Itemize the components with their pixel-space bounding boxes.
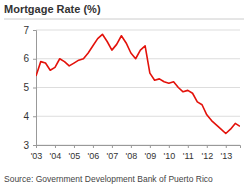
x-tick: '04 bbox=[50, 145, 62, 161]
grid bbox=[36, 30, 240, 145]
grid-line bbox=[36, 58, 240, 59]
x-tick: '06 bbox=[88, 145, 100, 161]
y-tick-mark bbox=[33, 145, 36, 146]
y-tick-label: 5 bbox=[23, 82, 29, 93]
x-tick-mark bbox=[226, 145, 227, 148]
y-tick: 3 bbox=[23, 140, 36, 151]
y-tick-label: 3 bbox=[23, 140, 29, 151]
x-tick-mark bbox=[131, 145, 132, 148]
y-tick-mark bbox=[33, 59, 36, 60]
plot-area bbox=[36, 34, 240, 133]
y-tick-mark bbox=[33, 116, 36, 117]
x-tick-label: '10 bbox=[163, 151, 175, 161]
x-tick-label: '12 bbox=[201, 151, 213, 161]
x-tick-label: '09 bbox=[144, 151, 156, 161]
x-tick: '07 bbox=[107, 145, 119, 161]
x-tick-mark bbox=[55, 145, 56, 148]
source: Source: Government Development Bank of P… bbox=[4, 174, 213, 184]
x-axis-line bbox=[37, 146, 241, 149]
x-tick: '12 bbox=[201, 145, 213, 161]
x-tick: '09 bbox=[144, 145, 156, 161]
grid-line bbox=[36, 30, 240, 31]
y-tick-mark bbox=[33, 88, 36, 89]
x-tick: '10 bbox=[163, 145, 175, 161]
title: Mortgage Rate (%) bbox=[4, 3, 101, 15]
x-tick-label: '06 bbox=[88, 151, 100, 161]
y-axis-line bbox=[33, 31, 37, 146]
y-tick: 7 bbox=[23, 25, 36, 36]
x-tick-label: '03 bbox=[31, 151, 43, 161]
x-tick-label: '13 bbox=[220, 151, 232, 161]
x-tick-mark bbox=[74, 145, 75, 148]
x-tick-mark bbox=[112, 145, 113, 148]
x-axis: '03 '04 '05 '06 '07 '08 '09 '10 '11 '12 '13 bbox=[31, 145, 241, 161]
grid-line bbox=[36, 116, 240, 117]
y-tick-label: 6 bbox=[23, 53, 29, 64]
y-tick: 4 bbox=[23, 111, 36, 122]
x-tick-label: '08 bbox=[126, 151, 138, 161]
x-tick-label: '07 bbox=[107, 151, 119, 161]
x-tick: '08 bbox=[126, 145, 138, 161]
data-line bbox=[36, 34, 240, 133]
x-tick-label: '04 bbox=[50, 151, 62, 161]
x-tick-label: '05 bbox=[69, 151, 81, 161]
x-tick-mark bbox=[150, 145, 151, 148]
title-rule bbox=[4, 19, 244, 20]
x-tick: '13 bbox=[220, 145, 232, 161]
y-tick: 6 bbox=[23, 53, 36, 64]
y-tick-mark bbox=[33, 30, 36, 31]
x-tick-label: '11 bbox=[183, 151, 194, 161]
x-tick: '03 bbox=[31, 145, 43, 161]
x-tick-mark bbox=[188, 145, 189, 148]
y-tick: 5 bbox=[23, 82, 36, 93]
y-tick-label: 7 bbox=[23, 25, 29, 36]
y-tick-label: 4 bbox=[23, 111, 29, 122]
x-tick-mark bbox=[169, 145, 170, 148]
x-tick: '11 bbox=[183, 145, 194, 161]
grid-line bbox=[36, 87, 240, 88]
y-axis: 3 4 5 6 7 bbox=[23, 25, 36, 151]
x-tick-mark bbox=[207, 145, 208, 148]
x-tick-mark bbox=[36, 145, 37, 148]
x-tick-mark bbox=[93, 145, 94, 148]
x-tick: '05 bbox=[69, 145, 81, 161]
